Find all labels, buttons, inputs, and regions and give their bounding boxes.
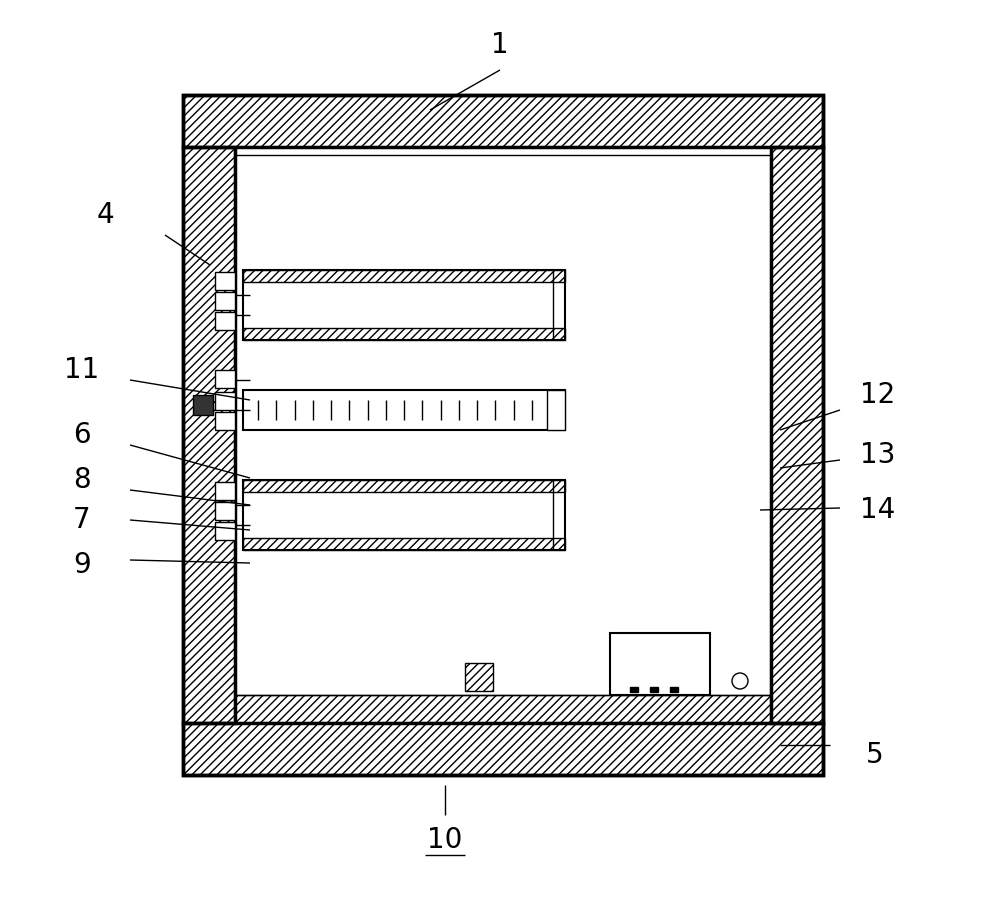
Bar: [215, 292, 235, 310]
Bar: [183, 95, 823, 775]
Bar: [215, 482, 235, 500]
Text: 10: 10: [427, 826, 463, 854]
Bar: [183, 723, 823, 775]
Text: 12: 12: [860, 381, 896, 409]
Text: 14: 14: [860, 496, 896, 524]
Text: 6: 6: [73, 421, 91, 449]
Bar: [193, 395, 213, 415]
Text: 8: 8: [73, 466, 91, 494]
Bar: [465, 663, 493, 691]
Bar: [215, 412, 235, 430]
Bar: [243, 270, 565, 340]
Bar: [215, 522, 235, 540]
Text: 13: 13: [860, 441, 896, 469]
Bar: [183, 147, 235, 723]
Bar: [243, 480, 565, 550]
Text: 11: 11: [64, 356, 100, 384]
Bar: [215, 370, 235, 388]
Bar: [670, 687, 678, 692]
Text: 9: 9: [73, 551, 91, 579]
Bar: [650, 687, 658, 692]
Bar: [547, 390, 565, 430]
Bar: [215, 312, 235, 330]
Bar: [243, 328, 565, 340]
Bar: [215, 502, 235, 520]
Bar: [243, 270, 565, 282]
Bar: [243, 480, 565, 492]
Bar: [630, 687, 638, 692]
Bar: [215, 392, 235, 410]
Text: 7: 7: [73, 506, 91, 534]
Text: 1: 1: [491, 31, 509, 59]
Text: 5: 5: [866, 741, 884, 769]
Bar: [243, 390, 565, 430]
Bar: [235, 695, 771, 723]
Bar: [215, 272, 235, 290]
Bar: [243, 538, 565, 550]
Bar: [771, 147, 823, 723]
Bar: [610, 633, 710, 695]
Bar: [183, 95, 823, 147]
Text: 4: 4: [96, 201, 114, 229]
